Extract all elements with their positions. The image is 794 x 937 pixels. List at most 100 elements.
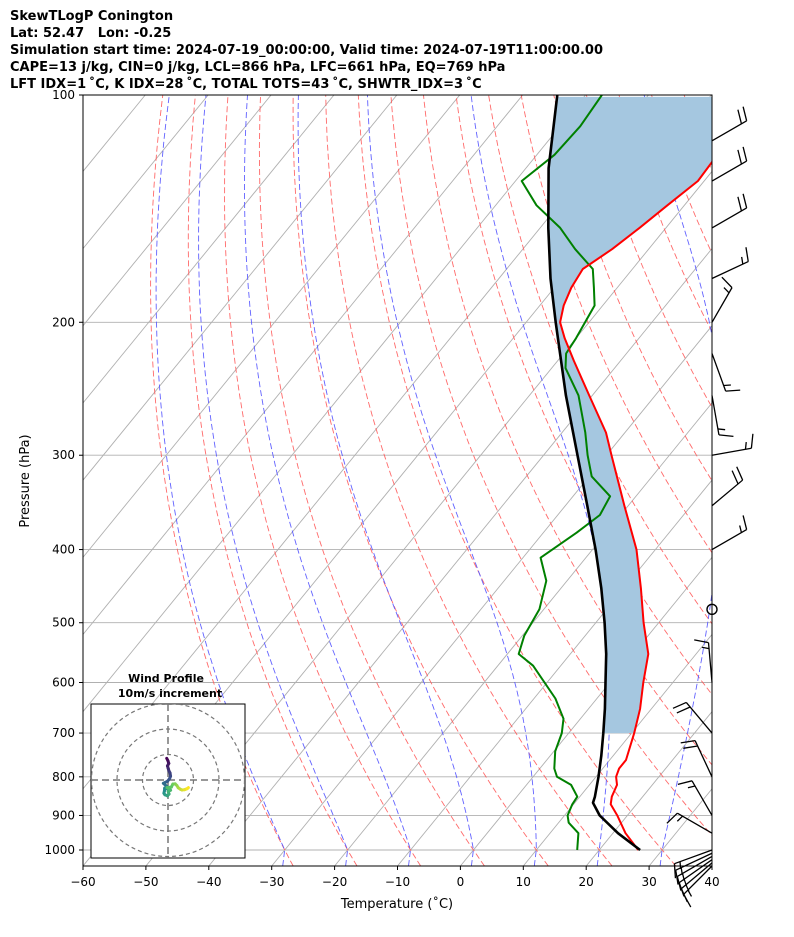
wind-barb-staff <box>711 528 747 551</box>
wind-barb-half-flag <box>723 287 730 294</box>
wind-barb <box>711 276 733 323</box>
isotherm-line <box>83 95 209 250</box>
wind-barb <box>711 515 748 551</box>
y-tick-label: 400 <box>52 543 75 557</box>
wind-barb-flag <box>736 466 744 481</box>
isotherm-line <box>83 95 398 481</box>
wind-barb-flag <box>725 389 741 392</box>
wind-barb-staff <box>711 479 744 507</box>
y-tick-label: 700 <box>52 726 75 740</box>
moist-adiabat <box>198 95 349 866</box>
wind-barb-staff <box>678 859 713 884</box>
wind-barb <box>677 780 713 816</box>
y-tick-label: 500 <box>52 616 75 630</box>
cape-area <box>548 96 712 734</box>
wind-barb-staff <box>685 701 713 734</box>
isotherm-line <box>83 95 335 404</box>
wind-barb-flag <box>675 870 679 885</box>
moist-adiabat <box>723 95 794 866</box>
dry-adiabat <box>782 95 794 866</box>
wind-barb-flag <box>750 433 754 449</box>
cape-shading <box>548 96 712 734</box>
wind-barb-half-flag <box>717 428 726 431</box>
dewpoint-line <box>517 95 612 851</box>
wind-barb <box>711 395 734 437</box>
wind-barb-half-flag <box>680 867 683 875</box>
wind-barb-flag <box>694 639 709 644</box>
wind-barb-flag <box>718 434 734 437</box>
wind-barb-flag <box>676 706 691 714</box>
x-tick-label: −60 <box>70 875 95 889</box>
isotherm-line <box>711 865 712 866</box>
wind-barb-staff <box>674 849 713 865</box>
wind-barb <box>666 812 713 834</box>
dry-adiabat <box>651 95 712 255</box>
profile-lines <box>517 95 712 852</box>
dry-adiabat <box>187 95 358 866</box>
x-tick-label: 10 <box>516 875 531 889</box>
wind-barb-flag <box>680 739 696 744</box>
y-tick-label: 600 <box>52 676 75 690</box>
isotherm-line <box>585 710 712 866</box>
wind-barb <box>711 146 748 182</box>
wind-barb-staff <box>711 353 727 392</box>
wind-barb-flag <box>731 470 739 485</box>
x-tick-label: −30 <box>259 875 284 889</box>
wind-barb-staff <box>691 780 713 816</box>
y-tick-label: 100 <box>52 88 75 102</box>
wind-barb <box>711 433 754 456</box>
dry-adiabat <box>258 95 485 866</box>
isotherm-line <box>775 95 794 866</box>
dry-adiabat <box>224 95 422 866</box>
wind-barb-half-flag <box>739 525 743 533</box>
x-tick-label: −50 <box>133 875 158 889</box>
dry-adiabat <box>520 95 712 554</box>
hodograph-segment <box>185 786 190 791</box>
isotherm-line <box>522 633 712 866</box>
wind-barb <box>694 639 713 683</box>
chart-title: SkewTLogP Conington <box>10 9 174 24</box>
hodograph-subtitle: 10m/s increment <box>118 687 222 700</box>
wind-barb-flag <box>737 196 743 212</box>
dry-adiabat <box>618 95 712 333</box>
wind-barb <box>675 852 713 885</box>
isotherm-line <box>83 95 461 559</box>
plot-area <box>0 95 794 866</box>
wind-barb-flag <box>676 876 682 891</box>
wind-barb <box>711 247 749 280</box>
dry-adiabats <box>150 95 794 866</box>
wind-barb-flag <box>677 780 693 785</box>
wind-barbs <box>666 106 754 908</box>
wind-barb-flag <box>745 247 749 262</box>
dry-adiabat <box>150 95 294 866</box>
temperature-line <box>559 160 712 851</box>
wind-barb-flag <box>737 149 743 165</box>
wind-barb-staff <box>711 287 733 323</box>
x-tick-label: 30 <box>641 875 656 889</box>
wind-barb-half-flag <box>723 384 731 387</box>
wind-barb-staff <box>711 160 747 182</box>
y-axis-label: Pressure (hPa) <box>18 434 33 527</box>
isotherm-line <box>0 95 82 866</box>
dry-adiabat <box>455 95 712 696</box>
wind-barb-flag <box>742 106 748 121</box>
moist-adiabat <box>155 95 286 866</box>
wind-barb-half-flag <box>679 861 682 869</box>
isotherm-line <box>334 402 712 866</box>
dry-adiabat <box>488 95 712 625</box>
wind-barb-flag <box>721 276 733 289</box>
wind-barb-flag <box>742 146 748 162</box>
wind-barb-half-flag <box>687 785 696 789</box>
wind-barb-half-flag <box>701 646 710 650</box>
wind-barb-staff <box>711 207 747 229</box>
wind-barb-flag <box>683 745 698 749</box>
wind-barb-flag <box>737 109 743 124</box>
dry-adiabat <box>357 95 677 866</box>
x-tick-label: −40 <box>196 875 221 889</box>
location-line: Lat: 52.47 Lon: -0.25 <box>10 26 172 41</box>
x-tick-label: 20 <box>579 875 594 889</box>
wind-barb-staff <box>711 447 752 456</box>
wind-barb-flag <box>672 701 687 709</box>
x-tick-label: 40 <box>704 875 719 889</box>
isotherm-line <box>648 788 712 866</box>
